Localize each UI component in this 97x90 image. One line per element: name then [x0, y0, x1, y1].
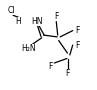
Text: H: H: [16, 17, 21, 26]
Text: F: F: [54, 12, 58, 21]
Text: F: F: [66, 69, 70, 78]
Text: F: F: [48, 62, 53, 71]
Text: F: F: [75, 40, 80, 50]
Text: H₂N: H₂N: [21, 44, 36, 53]
Text: Cl: Cl: [8, 6, 15, 15]
Text: F: F: [75, 26, 80, 35]
Text: HN: HN: [31, 17, 43, 26]
